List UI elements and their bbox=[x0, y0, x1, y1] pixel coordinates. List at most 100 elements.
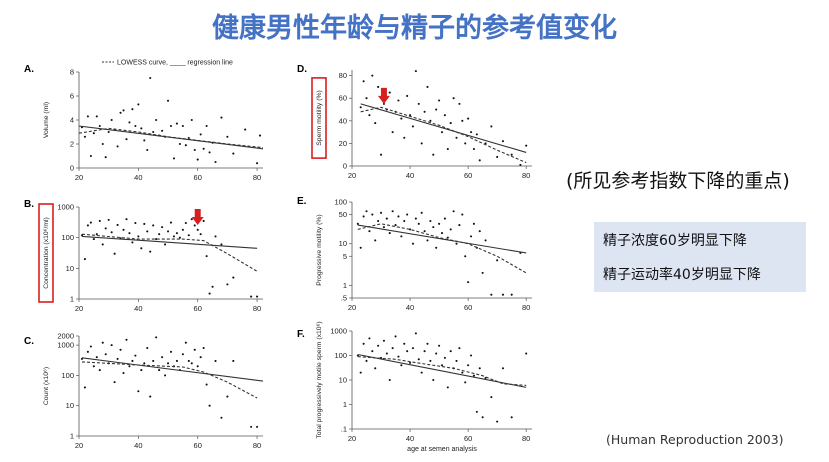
data-point bbox=[214, 235, 217, 238]
ylabel-highlight-box bbox=[311, 77, 327, 159]
data-point bbox=[122, 109, 125, 112]
x-tick-label: 40 bbox=[406, 303, 414, 312]
data-point bbox=[137, 235, 140, 238]
x-tick-label: 20 bbox=[348, 303, 356, 312]
y-tick-label: 100 bbox=[334, 351, 347, 360]
data-point bbox=[166, 230, 170, 233]
data-point bbox=[417, 222, 420, 225]
data-point bbox=[116, 357, 119, 360]
data-point bbox=[385, 352, 388, 355]
data-point bbox=[164, 243, 167, 246]
data-point bbox=[371, 213, 374, 216]
x-tick-label: 20 bbox=[348, 434, 356, 443]
y-tick-label: 1000 bbox=[330, 327, 347, 336]
data-point bbox=[409, 361, 412, 364]
data-point bbox=[464, 142, 467, 145]
data-point bbox=[391, 210, 394, 213]
data-point bbox=[359, 246, 362, 249]
data-point bbox=[202, 219, 205, 223]
x-tick-label: 80 bbox=[522, 303, 530, 312]
data-point bbox=[187, 234, 190, 237]
x-tick-label: 20 bbox=[75, 441, 83, 450]
data-point bbox=[388, 232, 391, 235]
data-point bbox=[140, 127, 143, 130]
lowess-curve bbox=[357, 356, 527, 386]
data-point bbox=[110, 231, 113, 234]
data-point bbox=[205, 255, 208, 258]
data-point bbox=[359, 106, 362, 109]
data-point bbox=[211, 285, 214, 288]
data-point bbox=[371, 74, 374, 77]
data-point bbox=[169, 221, 173, 224]
data-point bbox=[190, 362, 193, 365]
data-point bbox=[481, 271, 484, 274]
y-tick-label: 1 bbox=[343, 400, 347, 409]
data-point bbox=[432, 378, 435, 382]
data-point bbox=[510, 416, 513, 419]
lowess-curve bbox=[81, 361, 258, 399]
data-point bbox=[208, 292, 211, 295]
data-point bbox=[385, 217, 388, 220]
data-point bbox=[149, 76, 152, 80]
data-point bbox=[158, 369, 161, 372]
data-point bbox=[199, 233, 202, 236]
data-point bbox=[490, 125, 493, 128]
data-point bbox=[449, 228, 452, 231]
y-axis-label: Progressive motility (%) bbox=[316, 214, 323, 285]
data-point bbox=[440, 131, 444, 134]
data-point bbox=[359, 371, 362, 374]
data-point bbox=[134, 221, 137, 225]
data-point bbox=[101, 142, 104, 146]
data-point bbox=[368, 230, 371, 233]
data-point bbox=[140, 247, 143, 250]
data-point bbox=[362, 342, 365, 345]
data-point bbox=[256, 295, 259, 298]
regression-line bbox=[81, 357, 264, 382]
data-point bbox=[125, 338, 128, 341]
data-point bbox=[181, 228, 184, 231]
data-point bbox=[356, 222, 359, 225]
data-point bbox=[394, 335, 397, 338]
data-point bbox=[95, 356, 98, 359]
y-tick-label: 6 bbox=[70, 92, 74, 101]
x-tick-label: 40 bbox=[134, 441, 142, 450]
y-tick-label: 1000 bbox=[57, 341, 74, 350]
data-point bbox=[377, 85, 380, 88]
data-point bbox=[181, 124, 184, 128]
data-point bbox=[214, 359, 217, 363]
data-point bbox=[128, 365, 131, 368]
data-point bbox=[469, 131, 473, 134]
x-tick-label: 80 bbox=[522, 434, 530, 443]
data-point bbox=[202, 347, 205, 350]
x-tick-label: 60 bbox=[464, 303, 472, 312]
data-point bbox=[220, 243, 223, 246]
data-point bbox=[365, 210, 368, 213]
data-point bbox=[461, 371, 464, 374]
data-point bbox=[98, 124, 101, 128]
data-point bbox=[193, 148, 196, 152]
data-point bbox=[196, 158, 199, 161]
data-point bbox=[368, 114, 371, 117]
y-tick-label: 8 bbox=[70, 68, 74, 77]
data-point bbox=[86, 224, 89, 227]
y-tick-label: 1 bbox=[343, 281, 347, 290]
data-point bbox=[362, 215, 365, 218]
panel-label: B. bbox=[24, 199, 34, 210]
data-point bbox=[374, 367, 377, 370]
data-point bbox=[89, 345, 92, 348]
data-point bbox=[464, 255, 467, 258]
y-tick-label: .1 bbox=[341, 425, 347, 434]
data-point bbox=[172, 157, 176, 160]
data-point bbox=[161, 129, 164, 132]
data-point bbox=[446, 236, 449, 239]
data-point bbox=[196, 365, 199, 368]
y-axis-label: Total progressively motile sperm (x10⁶) bbox=[316, 321, 323, 438]
data-point bbox=[196, 228, 199, 231]
data-point bbox=[394, 224, 397, 227]
data-point bbox=[403, 219, 406, 223]
data-point bbox=[490, 396, 493, 399]
data-point bbox=[166, 99, 170, 102]
x-axis-label: age at semen analysis bbox=[407, 446, 477, 453]
data-point bbox=[472, 148, 475, 151]
